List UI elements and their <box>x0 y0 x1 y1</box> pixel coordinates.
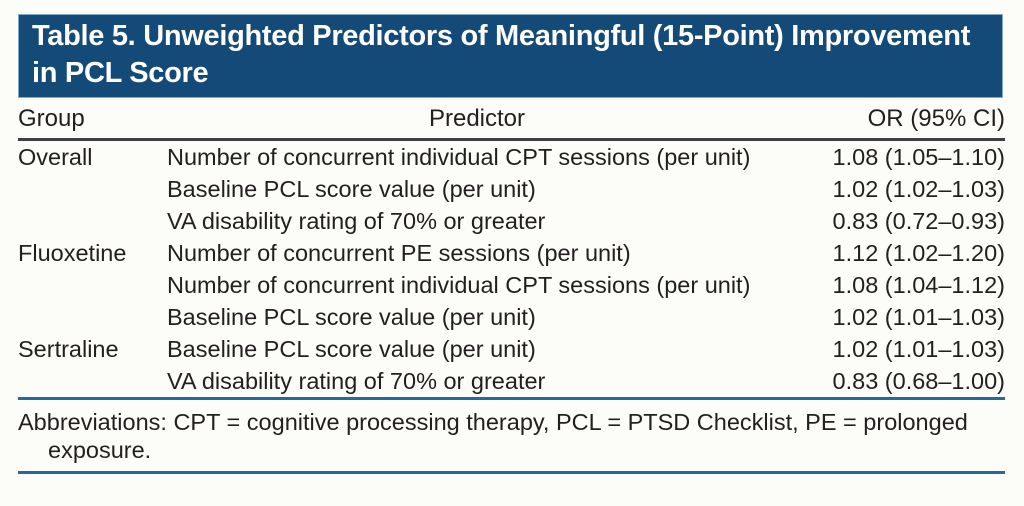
bottom-rule-divider <box>18 471 1005 474</box>
data-table: Group Predictor OR (95% CI) Overall Numb… <box>18 98 1005 400</box>
table-row: Baseline PCL score value (per unit) 1.02… <box>18 173 1005 205</box>
or-ci-cell: 0.83 (0.68–1.00) <box>832 368 1005 394</box>
predictor-cell: Number of concurrent individual CPT sess… <box>167 144 751 170</box>
group-cell <box>18 205 167 237</box>
predictor-cell: VA disability rating of 70% or greater <box>167 368 546 394</box>
or-ci-cell: 1.08 (1.05–1.10) <box>832 144 1005 170</box>
or-ci-cell: 1.02 (1.01–1.03) <box>832 336 1005 362</box>
group-cell: Sertraline <box>18 336 119 362</box>
predictor-cell: VA disability rating of 70% or greater <box>167 208 546 234</box>
table-row: Overall Number of concurrent individual … <box>18 141 1005 173</box>
table-title-bar: Table 5. Unweighted Predictors of Meanin… <box>18 14 1003 98</box>
table-row: Number of concurrent individual CPT sess… <box>18 269 1005 301</box>
group-cell <box>18 365 167 397</box>
predictor-cell: Baseline PCL score value (per unit) <box>167 304 536 330</box>
footnote-line1: Abbreviations: CPT = cognitive processin… <box>18 409 968 435</box>
group-cell <box>18 301 167 333</box>
table-title-line1: Table 5. Unweighted Predictors of Meanin… <box>32 20 971 52</box>
predictor-cell: Number of concurrent individual CPT sess… <box>167 272 751 298</box>
table-row: Fluoxetine Number of concurrent PE sessi… <box>18 237 1005 269</box>
predictor-cell: Baseline PCL score value (per unit) <box>167 176 536 202</box>
table-body: Overall Number of concurrent individual … <box>18 141 1005 400</box>
column-header-predictor: Predictor <box>428 105 526 132</box>
column-header-or-ci: OR (95% CI) <box>867 105 1005 132</box>
footnote-line2: exposure. <box>48 437 152 463</box>
group-cell: Overall <box>18 144 93 170</box>
or-ci-cell: 1.02 (1.02–1.03) <box>832 176 1005 202</box>
table-title-line2: in PCL Score <box>32 57 209 89</box>
table-row: VA disability rating of 70% or greater 0… <box>18 365 1005 397</box>
table-row: VA disability rating of 70% or greater 0… <box>18 205 1005 237</box>
table-row: Baseline PCL score value (per unit) 1.02… <box>18 301 1005 333</box>
or-ci-cell: 1.02 (1.01–1.03) <box>832 304 1005 330</box>
or-ci-cell: 1.12 (1.02–1.20) <box>832 240 1005 266</box>
table-figure: Table 5. Unweighted Predictors of Meanin… <box>0 14 1024 474</box>
or-ci-cell: 1.08 (1.04–1.12) <box>832 272 1005 298</box>
abbreviations-footnote: Abbreviations: CPT = cognitive processin… <box>18 400 1005 464</box>
predictor-cell: Number of concurrent PE sessions (per un… <box>167 240 631 266</box>
or-ci-cell: 0.83 (0.72–0.93) <box>832 208 1005 234</box>
predictor-cell: Baseline PCL score value (per unit) <box>167 336 536 362</box>
group-cell <box>18 269 167 301</box>
table-header-row: Group Predictor OR (95% CI) <box>18 98 1005 141</box>
group-cell <box>18 173 167 205</box>
table-row: Sertraline Baseline PCL score value (per… <box>18 333 1005 365</box>
column-header-group: Group <box>18 105 85 132</box>
group-cell: Fluoxetine <box>18 240 127 266</box>
